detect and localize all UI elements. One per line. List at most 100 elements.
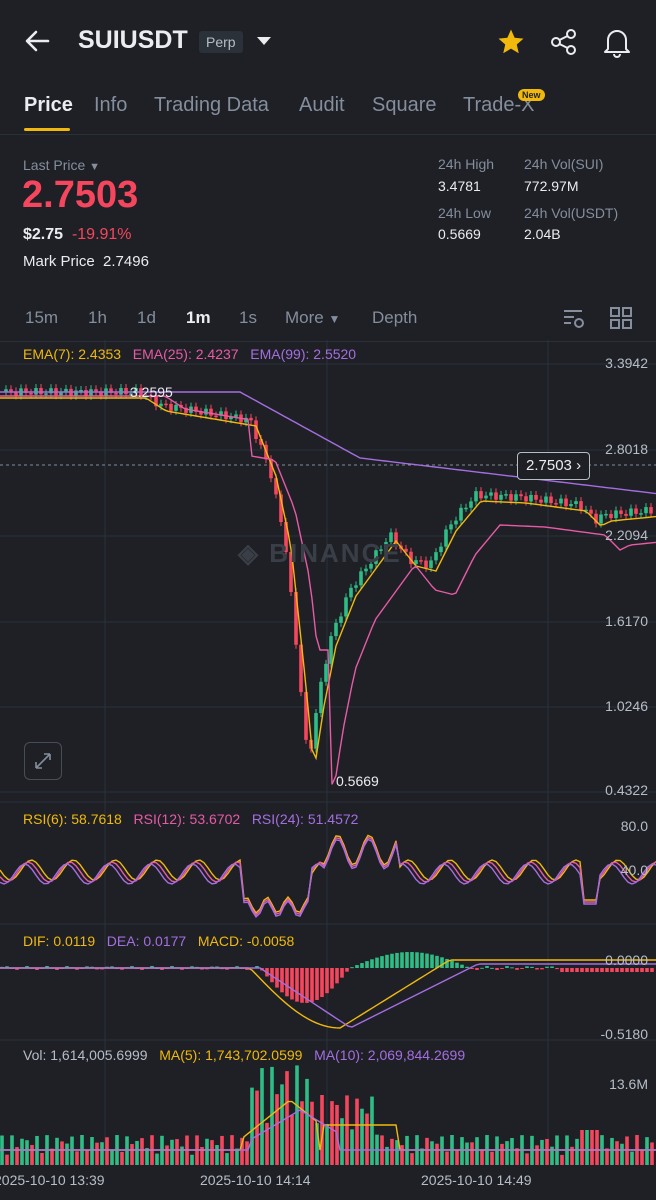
macd-bar	[425, 953, 429, 968]
volume-bar	[260, 1068, 264, 1165]
volume-bar	[385, 1146, 389, 1165]
rsi-legend: RSI(6): 58.7618 RSI(12): 53.6702 RSI(24)…	[23, 811, 358, 827]
volume-bar	[50, 1148, 54, 1165]
tab-audit[interactable]: Audit	[299, 94, 345, 116]
layout-grid-icon[interactable]	[609, 306, 633, 335]
candle-body	[349, 587, 353, 598]
volume-bar	[650, 1142, 654, 1165]
rsi-tick-label: 80.0	[620, 818, 648, 834]
volume-bar	[355, 1098, 359, 1165]
tab-price[interactable]: Price	[24, 94, 73, 116]
macd-bar	[180, 968, 184, 970]
last-price-label[interactable]: Last Price ▼	[23, 157, 101, 173]
volume-bar	[400, 1145, 404, 1165]
candle-body	[604, 513, 608, 516]
candle-body	[509, 494, 513, 501]
timeframe-1m[interactable]: 1m	[186, 308, 211, 327]
macd-bar	[610, 968, 614, 972]
macd-bar	[520, 968, 524, 969]
binance-logo-icon: ◈	[238, 538, 260, 568]
ema-legend: EMA(7): 2.4353 EMA(25): 2.4237 EMA(99): …	[23, 346, 356, 362]
candle-body	[589, 509, 593, 514]
candle-body	[344, 597, 348, 617]
volume-bar	[390, 1138, 394, 1165]
candle-body	[374, 550, 378, 564]
volume-tick-label: 13.6M	[609, 1076, 648, 1092]
candle-body	[229, 416, 233, 420]
macd-bar	[445, 958, 449, 968]
volume-bar	[570, 1146, 574, 1165]
macd-bar	[500, 968, 504, 969]
volume-bar	[445, 1151, 449, 1165]
candle-body	[629, 508, 633, 516]
volume-bar	[235, 1148, 239, 1165]
candle-body	[244, 417, 248, 423]
star-icon[interactable]	[496, 27, 526, 62]
active-tab-indicator	[24, 128, 70, 131]
volume-bar	[505, 1141, 509, 1165]
chevron-right-icon: ›	[576, 457, 582, 474]
tab-trading-data[interactable]: Trading Data	[154, 94, 269, 116]
candle-body	[594, 513, 598, 524]
indicator-settings-icon[interactable]	[562, 306, 586, 335]
candle-body	[539, 499, 543, 503]
candle-body	[364, 568, 368, 572]
volume-bar	[320, 1095, 324, 1165]
macd-value: MACD: -0.0058	[197, 933, 295, 949]
fullscreen-icon[interactable]	[24, 742, 62, 780]
macd-bar	[510, 967, 514, 969]
macd-bar	[25, 966, 29, 968]
macd-bar	[285, 968, 289, 997]
volume-bar	[615, 1141, 619, 1165]
share-icon[interactable]	[549, 27, 579, 62]
volume-bar	[330, 1101, 334, 1165]
timeframe-1s[interactable]: 1s	[239, 308, 257, 327]
volume-bar	[210, 1140, 214, 1165]
depth-tab[interactable]: Depth	[372, 308, 418, 327]
volume-bar	[240, 1137, 244, 1165]
candle-body	[184, 407, 188, 413]
timeframe-1d[interactable]: 1d	[137, 308, 156, 327]
last-price: 2.7503	[22, 174, 139, 216]
macd-bar	[625, 968, 629, 972]
candle-body	[559, 498, 563, 504]
macd-legend: DIF: 0.0119 DEA: 0.0177 MACD: -0.0058	[23, 933, 294, 949]
macd-bar	[140, 968, 144, 970]
timeframe-more[interactable]: More ▼	[285, 308, 341, 327]
tab-info[interactable]: Info	[94, 94, 128, 116]
macd-bar	[85, 966, 89, 968]
candle-body	[74, 390, 78, 396]
volume-bar	[20, 1138, 24, 1165]
volume-bar	[5, 1154, 9, 1165]
timeframe-1h[interactable]: 1h	[88, 308, 107, 327]
current-price-tag[interactable]: 2.7503 ›	[517, 452, 591, 480]
candle-body	[389, 532, 393, 543]
symbol-title[interactable]: SUIUSDT	[78, 26, 188, 54]
tab-trade-x[interactable]: Trade-X	[463, 94, 535, 116]
macd-bar	[570, 968, 574, 972]
candle-body	[529, 494, 533, 502]
candle-body	[234, 414, 238, 417]
volume-bar	[310, 1101, 314, 1165]
price-chart[interactable]	[0, 340, 656, 1200]
back-arrow-icon[interactable]	[22, 26, 52, 56]
macd-bar	[620, 968, 624, 972]
macd-bar	[45, 966, 49, 968]
volume-bar	[140, 1138, 144, 1165]
24h-high-label: 24h High	[438, 156, 495, 172]
volume-bar	[265, 1122, 269, 1165]
volume-bar	[350, 1129, 354, 1165]
macd-bar	[430, 954, 434, 968]
bell-icon[interactable]	[602, 26, 632, 63]
volume-bar	[200, 1146, 204, 1165]
volume-bar	[590, 1130, 594, 1165]
macd-bar	[480, 967, 484, 969]
volume-bar	[630, 1151, 634, 1165]
chevron-down-icon[interactable]	[256, 34, 272, 46]
macd-bar	[315, 968, 319, 1000]
volume-bar	[370, 1096, 374, 1165]
candle-body	[444, 529, 448, 547]
24h-low: 0.5669	[438, 226, 481, 242]
tab-square[interactable]: Square	[372, 94, 437, 116]
timeframe-15m[interactable]: 15m	[25, 308, 59, 327]
